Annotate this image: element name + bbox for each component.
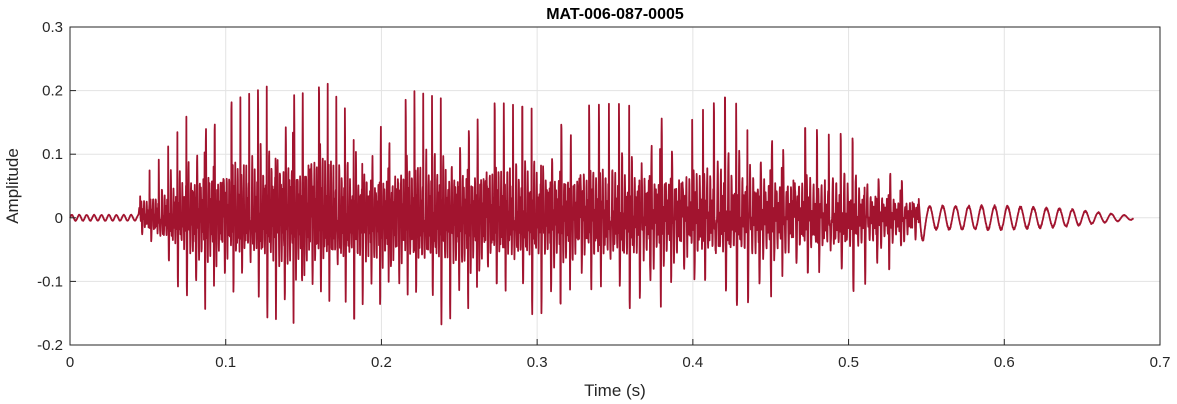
waveform-line bbox=[69, 82, 1135, 326]
x-tick-label: 0.1 bbox=[215, 354, 236, 371]
y-tick-label: -0.1 bbox=[37, 273, 63, 290]
x-tick-label: 0.4 bbox=[682, 354, 703, 371]
x-tick-label: 0.5 bbox=[838, 354, 859, 371]
x-tick-label: 0 bbox=[66, 354, 74, 371]
x-tick-label: 0.6 bbox=[994, 354, 1015, 371]
plot-frame bbox=[69, 26, 1161, 346]
y-axis-tick-labels: -0.2 -0.1 0 0.1 0.2 0.3 bbox=[37, 19, 63, 354]
y-tick-label: 0.2 bbox=[42, 83, 63, 100]
y-tick-label: -0.2 bbox=[37, 337, 63, 354]
x-tick-label: 0.3 bbox=[527, 354, 548, 371]
y-tick-label: 0.3 bbox=[42, 19, 63, 36]
x-axis-tick-labels: 0 0.1 0.2 0.3 0.4 0.5 0.6 0.7 bbox=[66, 354, 1171, 371]
y-tick-label: 0.1 bbox=[42, 146, 63, 163]
y-tick-label: 0 bbox=[55, 210, 63, 227]
x-axis-label: Time (s) bbox=[584, 381, 646, 400]
tick-marks bbox=[69, 26, 1161, 346]
x-tick-label: 0.7 bbox=[1150, 354, 1171, 371]
x-tick-label: 0.2 bbox=[371, 354, 392, 371]
chart-title: MAT-006-087-0005 bbox=[546, 6, 684, 23]
y-axis-label: Amplitude bbox=[3, 148, 22, 224]
